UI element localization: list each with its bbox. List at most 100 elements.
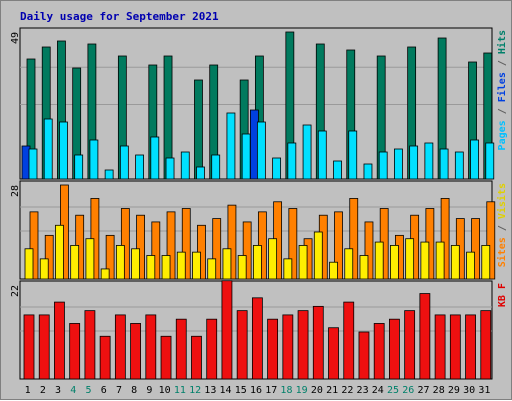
bar-sites-day-15 <box>242 221 252 280</box>
bar-kb-f-day-6 <box>99 335 111 380</box>
bar-visits-day-26 <box>405 238 415 280</box>
panel-1-legend-part-4: / <box>497 54 508 72</box>
bar-kb-f-day-30 <box>465 314 476 380</box>
bar-kb-f-day-3 <box>54 301 65 380</box>
bar-sites-day-9 <box>151 221 161 280</box>
panel-3-legend-part-1: KB F <box>497 283 508 307</box>
bar-pages-day-21 <box>333 160 342 180</box>
bar-visits-day-13 <box>207 258 217 280</box>
x-tick-label-day-29: 29 <box>448 385 460 396</box>
bar-kb-f-day-8 <box>130 323 141 380</box>
x-tick-label-day-6: 6 <box>101 385 107 396</box>
bar-kb-f-day-13 <box>206 318 218 380</box>
bar-kb-f-day-17 <box>267 318 279 380</box>
bar-pages-day-13 <box>211 154 221 180</box>
x-tick-label-day-11: 11 <box>174 385 186 396</box>
bar-sites-day-10 <box>166 211 176 280</box>
bar-pages-day-20 <box>317 130 327 180</box>
bar-pages-day-5 <box>89 139 99 180</box>
panel-3-max-label: 22 <box>10 285 21 297</box>
bar-kb-f-day-24 <box>373 323 385 380</box>
bar-visits-day-25 <box>390 245 399 280</box>
bar-sites-day-23 <box>364 221 374 280</box>
x-tick-label-day-28: 28 <box>433 385 445 396</box>
bar-visits-day-20 <box>313 231 323 280</box>
bar-visits-day-2 <box>39 258 49 280</box>
bar-visits-day-9 <box>146 255 156 280</box>
bar-kb-f-day-26 <box>404 310 416 380</box>
bar-visits-day-22 <box>344 248 354 280</box>
x-tick-label-day-4: 4 <box>70 385 76 396</box>
bar-kb-f-day-29 <box>449 314 461 380</box>
bar-visits-day-17 <box>268 238 278 280</box>
bar-visits-day-27 <box>420 241 430 280</box>
bar-visits-day-14 <box>222 248 232 280</box>
x-tick-label-day-26: 26 <box>402 385 414 396</box>
bar-pages-day-10 <box>165 157 175 180</box>
bar-pages-day-1 <box>28 148 38 180</box>
bar-pages-day-17 <box>272 157 282 180</box>
panel-1-legend-part-1: Pages <box>497 120 508 150</box>
panel-2-legend-part-1: Sites <box>496 237 508 267</box>
bar-visits-day-10 <box>161 255 171 280</box>
bar-pages-day-19 <box>302 124 312 180</box>
x-tick-label-day-18: 18 <box>280 385 292 396</box>
bar-kb-f-day-10 <box>160 335 172 380</box>
bar-kb-f-day-12 <box>191 335 202 380</box>
bar-sites-day-22 <box>349 198 359 280</box>
x-tick-label-day-13: 13 <box>204 385 216 396</box>
bar-pages-day-30 <box>470 139 479 180</box>
bar-pages-day-16 <box>256 121 266 180</box>
bar-sites-day-28 <box>440 198 450 280</box>
x-tick-label-day-1: 1 <box>25 385 31 396</box>
bar-kb-f-day-2 <box>38 314 50 380</box>
bar-kb-f-day-22 <box>343 301 355 380</box>
bar-visits-day-6 <box>100 268 110 280</box>
bar-pages-day-8 <box>135 154 144 180</box>
bar-visits-day-15 <box>237 255 247 280</box>
bar-kb-f-day-16 <box>251 297 263 380</box>
bar-visits-day-5 <box>85 238 95 280</box>
x-tick-label-day-25: 25 <box>387 385 399 396</box>
panel-3-legend: KB F <box>497 283 508 307</box>
bar-kb-f-day-31 <box>480 310 492 380</box>
bar-visits-day-8 <box>131 248 140 280</box>
panel-2-legend-part-3: Visits <box>496 183 508 219</box>
x-tick-label-day-12: 12 <box>189 385 201 396</box>
x-tick-label-day-30: 30 <box>463 385 475 396</box>
x-tick-label-day-8: 8 <box>131 385 137 396</box>
bar-visits-day-19 <box>298 245 308 280</box>
panel-2-max-label: 28 <box>10 185 21 197</box>
panel-1-legend-part-3: Files <box>496 72 508 102</box>
bar-sites-day-7 <box>120 208 130 280</box>
bar-sites-day-2 <box>44 234 54 280</box>
bar-visits-day-29 <box>450 245 460 280</box>
x-tick-label-day-22: 22 <box>341 385 353 396</box>
bar-visits-day-21 <box>329 261 338 280</box>
bar-pages-day-9 <box>150 136 160 180</box>
bar-visits-day-11 <box>176 251 186 280</box>
bar-kb-f-day-14 <box>221 280 233 380</box>
bar-pages-day-31 <box>485 142 495 180</box>
bar-visits-day-28 <box>435 241 445 280</box>
bar-sites-day-8 <box>136 214 145 280</box>
x-tick-label-day-3: 3 <box>55 385 61 396</box>
chart-title: Daily usage for September 2021 <box>20 10 219 23</box>
bar-sites-day-14 <box>227 204 237 280</box>
bar-pages-day-7 <box>119 145 129 180</box>
bar-sites-day-11 <box>181 208 191 280</box>
bar-visits-day-16 <box>252 245 262 280</box>
bar-pages-day-25 <box>394 148 403 180</box>
bar-visits-day-30 <box>466 251 475 280</box>
x-tick-label-day-19: 19 <box>296 385 308 396</box>
bar-kb-f-day-1 <box>23 314 35 380</box>
bar-pages-day-12 <box>196 166 205 180</box>
bar-pages-day-18 <box>287 142 297 180</box>
bar-visits-day-3 <box>55 224 64 280</box>
x-tick-label-day-16: 16 <box>250 385 262 396</box>
x-tick-label-day-24: 24 <box>372 385 384 396</box>
panel-1-legend-part-5: Hits <box>496 30 508 54</box>
bar-visits-day-31 <box>481 245 491 280</box>
x-tick-label-day-5: 5 <box>86 385 92 396</box>
